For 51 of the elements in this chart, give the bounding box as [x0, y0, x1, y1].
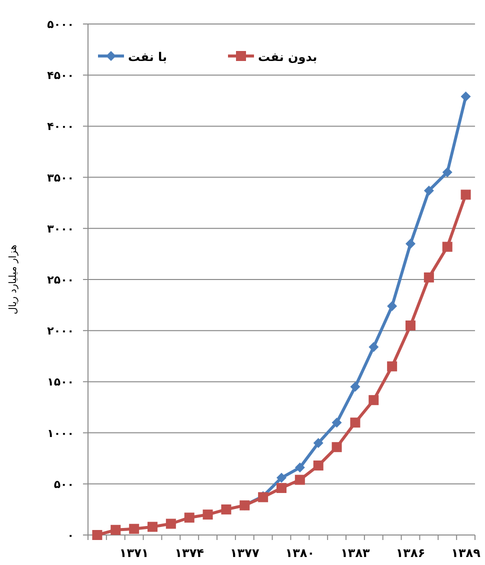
x-tick-label: ۱۳۷۷	[230, 546, 260, 560]
point	[313, 438, 324, 448]
x-tick-label: ۱۳۸۰	[285, 546, 315, 560]
y-axis-title: هزار میلیارد ریال	[8, 244, 19, 314]
point	[202, 510, 213, 520]
x-tick-label: ۱۳۸۶	[396, 546, 426, 560]
point	[332, 418, 342, 428]
y-tick-label: ۵۰۰۰	[47, 18, 74, 31]
y-tick-label: ۲۰۰۰	[47, 324, 74, 338]
point	[442, 242, 452, 252]
point	[221, 504, 232, 514]
point	[387, 361, 398, 372]
point	[129, 524, 140, 534]
point	[294, 474, 305, 485]
point	[460, 190, 471, 200]
x-tick-label: ۱۳۸۹	[451, 546, 482, 560]
y-tick-label: ۴۰۰۰	[47, 120, 74, 134]
point	[368, 342, 379, 352]
legend-label: با نفت	[128, 50, 168, 64]
point	[350, 382, 360, 392]
y-tick-label: ۵۰۰	[54, 478, 74, 491]
point	[184, 512, 194, 523]
point	[313, 460, 324, 471]
point	[148, 522, 158, 532]
y-tick-label: ۱۵۰۰	[47, 376, 74, 389]
x-tick-label: ۱۳۷۱	[119, 546, 149, 560]
point	[110, 524, 121, 535]
point	[350, 418, 360, 428]
y-tick-label: ۲۵۰۰	[47, 274, 74, 286]
point	[276, 482, 286, 493]
y-tick-label: ۱۰۰۰	[47, 426, 74, 440]
x-tick-label: ۱۳۷۴	[174, 546, 204, 560]
y-tick-label: ۴۵۰۰	[47, 69, 74, 82]
point	[294, 462, 305, 473]
y-tick-label: ۳۰۰۰	[47, 222, 74, 236]
y-tick-label: ۰	[67, 529, 74, 542]
point	[276, 472, 286, 483]
point	[442, 167, 452, 178]
point	[424, 272, 434, 282]
point	[387, 301, 398, 312]
x-tick-label: ۱۳۸۳	[340, 546, 371, 560]
point	[332, 442, 342, 452]
point	[406, 238, 416, 249]
point	[424, 186, 434, 196]
legend-label: بدون نفت	[258, 50, 318, 64]
point	[166, 518, 176, 529]
y-tick-label: ۳۵۰۰	[47, 171, 74, 184]
point	[460, 92, 471, 102]
point	[368, 395, 379, 406]
point	[92, 530, 102, 540]
point	[406, 320, 416, 330]
